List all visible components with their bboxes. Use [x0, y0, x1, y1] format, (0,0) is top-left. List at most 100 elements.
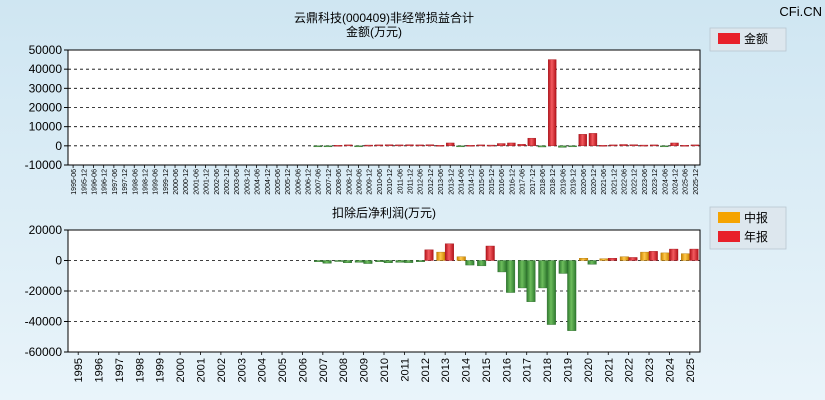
x-tick-label-0: 2015-12 — [489, 169, 496, 195]
legend-swatch-0-0 — [718, 33, 740, 44]
y-tick-label-0: 0 — [55, 139, 62, 153]
x-tick-label-0: 2009-12 — [367, 169, 374, 195]
bar-1-0-26 — [599, 258, 609, 261]
bar-0-0-55 — [629, 144, 638, 147]
x-tick-label-1: 2023 — [644, 358, 656, 382]
x-tick-label-0: 2010-12 — [387, 169, 394, 195]
bar-1-1-28 — [648, 251, 658, 261]
legend-swatch-1-1 — [718, 231, 740, 242]
legend-label-1-0: 中报 — [744, 210, 768, 225]
y-tick-label-0: -10000 — [25, 158, 63, 172]
y-tick-label-1: -60000 — [25, 345, 63, 359]
bar-0-0-31 — [384, 144, 394, 147]
x-tick-label-0: 2005-06 — [275, 169, 282, 195]
x-tick-label-1: 2005 — [277, 358, 289, 382]
bar-0-0-27 — [344, 144, 353, 147]
x-tick-label-0: 2013-12 — [448, 169, 455, 195]
bar-0-0-43 — [507, 142, 516, 147]
bar-0-0-57 — [649, 144, 659, 147]
x-tick-label-0: 2000-06 — [173, 169, 180, 195]
x-tick-label-0: 2012-12 — [428, 169, 435, 195]
x-tick-label-0: 2009-06 — [357, 169, 364, 195]
bar-1-1-30 — [689, 248, 699, 261]
bar-0-0-56 — [639, 144, 649, 147]
bar-0-0-30 — [374, 144, 384, 147]
x-tick-label-1: 2010 — [379, 358, 391, 382]
bar-1-0-29 — [660, 252, 670, 261]
x-tick-label-1: 1998 — [134, 358, 146, 382]
y-tick-label-1: 0 — [55, 254, 62, 268]
x-tick-label-0: 2023-12 — [652, 169, 659, 195]
x-tick-label-0: 1997-12 — [122, 169, 129, 195]
x-tick-label-0: 2014-12 — [469, 169, 476, 195]
bar-0-0-58 — [660, 145, 669, 148]
x-tick-label-0: 2018-06 — [540, 169, 547, 195]
bar-1-1-24 — [567, 260, 577, 331]
bar-1-0-12 — [314, 260, 324, 262]
x-tick-label-1: 2015 — [481, 358, 493, 382]
bar-0-0-53 — [609, 144, 618, 147]
bar-1-0-23 — [538, 260, 548, 289]
bar-0-0-33 — [405, 144, 414, 147]
bar-0-0-39 — [466, 145, 475, 147]
bar-1-0-16 — [395, 260, 405, 263]
x-tick-label-0: 1998-12 — [142, 169, 149, 195]
bar-1-0-14 — [354, 260, 364, 263]
x-tick-label-0: 2016-06 — [499, 169, 506, 195]
bar-0-0-28 — [354, 145, 363, 148]
x-tick-label-0: 2007-12 — [326, 169, 333, 195]
bar-1-1-19 — [465, 260, 475, 266]
bar-1-1-13 — [343, 260, 352, 263]
bar-0-0-38 — [456, 145, 465, 148]
bar-0-0-26 — [333, 145, 343, 147]
x-tick-label-1: 2025 — [685, 358, 697, 382]
x-tick-label-0: 2016-12 — [509, 169, 516, 195]
legend-label-0-0: 金额 — [744, 31, 768, 46]
x-tick-label-1: 2006 — [297, 358, 309, 382]
x-tick-label-0: 2022-06 — [622, 169, 629, 195]
x-tick-label-0: 2005-12 — [285, 169, 292, 195]
chart-subtitle-0: 金额(万元) — [346, 24, 402, 39]
bar-1-1-27 — [628, 257, 638, 261]
x-tick-label-0: 2000-12 — [183, 169, 190, 195]
x-tick-label-1: 2018 — [542, 358, 554, 382]
x-tick-label-1: 1997 — [114, 358, 126, 382]
x-tick-label-0: 2025-06 — [683, 169, 690, 195]
bar-1-1-17 — [424, 249, 434, 261]
x-tick-label-0: 1996-12 — [102, 169, 109, 195]
bar-0-0-41 — [486, 144, 496, 147]
bar-0-0-34 — [415, 144, 424, 147]
x-tick-label-0: 2021-12 — [611, 169, 618, 195]
bar-0-0-49 — [568, 145, 577, 148]
bar-1-0-21 — [497, 260, 507, 273]
bar-1-0-19 — [456, 256, 466, 261]
bar-1-0-24 — [558, 260, 568, 274]
x-tick-label-0: 2006-12 — [306, 169, 313, 195]
x-tick-label-1: 1999 — [155, 358, 167, 382]
x-tick-label-1: 1995 — [73, 358, 85, 382]
x-tick-label-0: 2025-12 — [693, 169, 700, 195]
x-tick-label-0: 2010-06 — [377, 169, 384, 195]
bar-0-0-61 — [690, 144, 700, 147]
x-tick-label-0: 2011-06 — [397, 169, 404, 194]
x-tick-label-0: 2020-12 — [591, 169, 598, 195]
bar-0-0-59 — [670, 142, 679, 147]
x-tick-label-0: 2008-06 — [336, 169, 343, 195]
x-tick-label-0: 2007-06 — [316, 169, 323, 195]
x-tick-label-1: 2021 — [603, 358, 615, 382]
bar-1-0-22 — [517, 260, 527, 289]
bar-1-0-28 — [640, 251, 650, 261]
bar-0-0-36 — [435, 145, 445, 147]
y-tick-label-0: 10000 — [29, 120, 63, 134]
y-tick-label-0: 30000 — [29, 81, 63, 95]
bar-1-1-14 — [363, 260, 373, 264]
x-tick-label-0: 2012-06 — [418, 169, 425, 195]
plot-area-0 — [67, 49, 701, 166]
x-tick-label-0: 2020-06 — [581, 169, 588, 195]
x-tick-label-0: 2008-12 — [346, 169, 353, 195]
x-tick-label-1: 1996 — [94, 358, 106, 382]
bar-0-0-24 — [313, 145, 322, 148]
bar-1-0-18 — [436, 251, 446, 261]
x-tick-label-0: 2004-12 — [265, 169, 272, 195]
